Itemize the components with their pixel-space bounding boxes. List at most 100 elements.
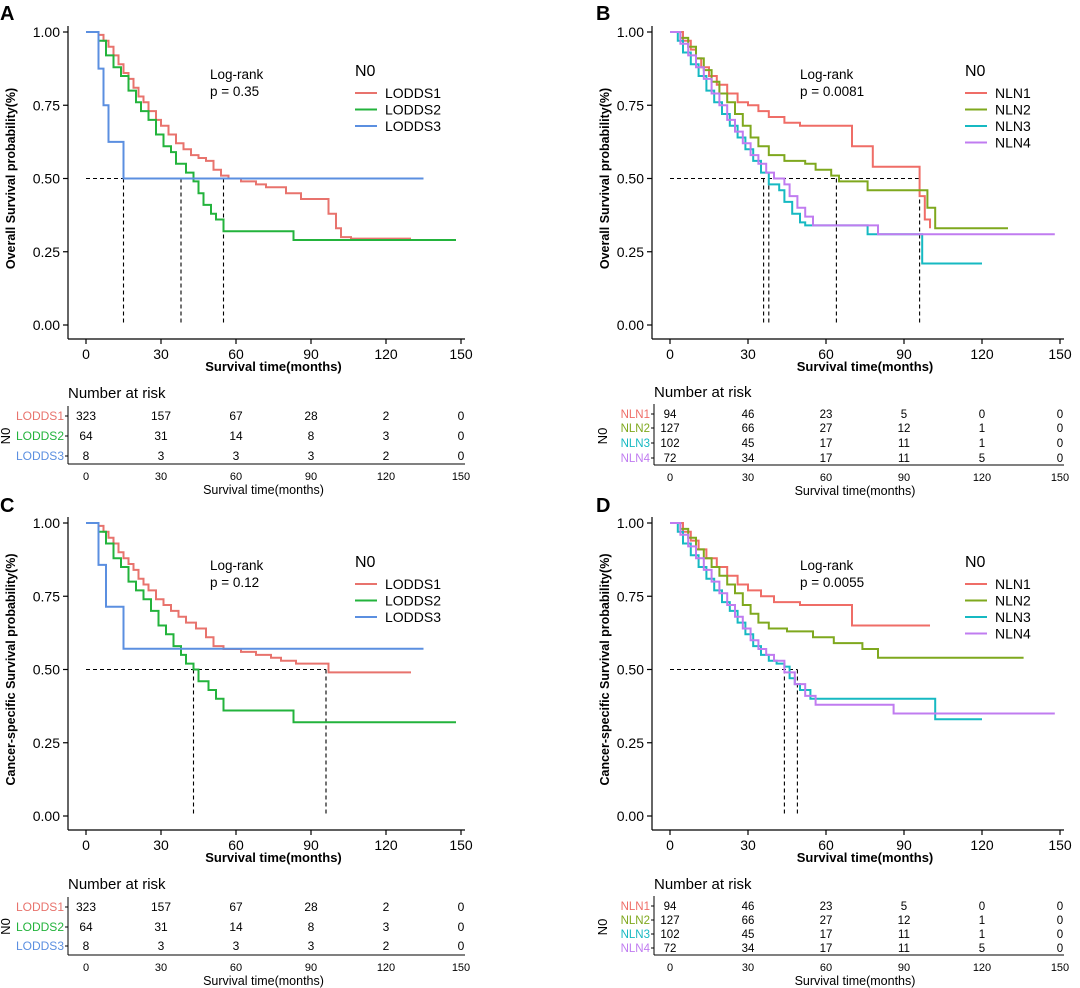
y-tick-label: 0.50 xyxy=(33,662,60,678)
risk-cell: 2 xyxy=(383,449,390,463)
risk-cell: 127 xyxy=(660,423,679,435)
risk-x-tick-label: 120 xyxy=(377,471,395,483)
y-tick-label: 1.00 xyxy=(617,515,644,531)
risk-cell: 46 xyxy=(742,409,755,421)
x-axis-label: Survival time(months) xyxy=(205,359,342,374)
risk-cell: 11 xyxy=(898,438,910,450)
x-axis-label: Survival time(months) xyxy=(205,850,342,865)
risk-x-tick-label: 90 xyxy=(305,471,317,483)
risk-cell: 17 xyxy=(820,438,833,450)
panel-label: C xyxy=(0,495,14,517)
risk-cell: 66 xyxy=(742,423,755,435)
risk-cell: 11 xyxy=(898,929,910,941)
x-tick-label: 120 xyxy=(970,837,994,853)
y-tick-label: 0.75 xyxy=(617,588,644,604)
risk-row-label-LODDS1: LODDS1 xyxy=(16,900,64,914)
risk-cell: 323 xyxy=(76,409,96,423)
risk-x-tick-label: 30 xyxy=(155,962,167,974)
legend-label-LODDS1: LODDS1 xyxy=(385,576,441,592)
risk-cell: 28 xyxy=(304,409,318,423)
risk-cell: 0 xyxy=(979,409,985,421)
risk-cell: 8 xyxy=(83,449,90,463)
risk-cell: 64 xyxy=(79,920,93,934)
legend-label-LODDS3: LODDS3 xyxy=(385,609,441,625)
risk-cell: 45 xyxy=(742,929,755,941)
y-axis-label: Overall Survival probability(%) xyxy=(4,88,18,269)
risk-strata-label: N0 xyxy=(595,919,610,936)
legend-label-NLN2: NLN2 xyxy=(995,593,1031,609)
legend-label-NLN4: NLN4 xyxy=(995,135,1031,151)
x-tick-label: 120 xyxy=(374,837,398,853)
risk-cell: 3 xyxy=(308,449,315,463)
y-tick-label: 0.00 xyxy=(617,317,644,333)
risk-cell: 0 xyxy=(458,920,465,934)
risk-row-label-LODDS3: LODDS3 xyxy=(16,449,64,463)
risk-cell: 3 xyxy=(158,939,165,953)
risk-cell: 2 xyxy=(383,939,390,953)
risk-cell: 0 xyxy=(1057,423,1063,435)
risk-cell: 72 xyxy=(664,453,677,465)
risk-cell: 23 xyxy=(820,409,833,421)
panel-B: B0.000.250.500.751.000 30 60 90 120 150Surviv… xyxy=(595,3,1072,498)
risk-cell: 0 xyxy=(458,939,465,953)
risk-cell: 2 xyxy=(383,409,390,423)
legend-title: N0 xyxy=(965,554,986,571)
risk-row-label-NLN3: NLN3 xyxy=(621,929,650,941)
risk-cell: 3 xyxy=(233,939,240,953)
risk-cell: 12 xyxy=(898,915,911,927)
logrank-label: Log-rank xyxy=(800,67,854,82)
risk-x-tick-label: 90 xyxy=(898,962,910,974)
risk-cell: 14 xyxy=(229,429,243,443)
logrank-label: Log-rank xyxy=(210,67,264,82)
risk-x-tick-label: 120 xyxy=(973,472,991,484)
risk-x-tick-label: 0 xyxy=(667,472,673,484)
risk-cell: 0 xyxy=(1057,438,1063,450)
risk-cell: 72 xyxy=(664,943,677,955)
risk-cell: 0 xyxy=(1057,943,1063,955)
risk-x-tick-label: 30 xyxy=(742,472,754,484)
y-tick-label: 0.00 xyxy=(33,317,60,333)
risk-row-label-NLN1: NLN1 xyxy=(621,901,650,913)
y-tick-label: 0.50 xyxy=(617,662,644,678)
risk-row-label-LODDS2: LODDS2 xyxy=(16,920,64,934)
risk-cell: 1 xyxy=(979,915,985,927)
risk-cell: 27 xyxy=(820,423,833,435)
risk-table-title: Number at risk xyxy=(654,876,752,893)
risk-x-tick-label: 0 xyxy=(83,962,89,974)
y-tick-label: 0.75 xyxy=(617,97,644,113)
risk-cell: 23 xyxy=(820,901,833,913)
x-tick-label: 120 xyxy=(374,346,398,362)
risk-strata-label: N0 xyxy=(0,428,13,445)
risk-cell: 94 xyxy=(664,901,677,913)
risk-cell: 3 xyxy=(383,429,390,443)
panel-label: A xyxy=(0,3,14,25)
risk-x-tick-label: 60 xyxy=(820,962,832,974)
risk-row-label-LODDS1: LODDS1 xyxy=(16,409,64,423)
risk-x-tick-label: 90 xyxy=(898,472,910,484)
risk-cell: 0 xyxy=(1057,409,1063,421)
risk-row-label-NLN3: NLN3 xyxy=(621,438,650,450)
risk-cell: 0 xyxy=(458,449,465,463)
risk-cell: 66 xyxy=(742,915,755,927)
x-tick-label: 60 xyxy=(228,837,244,853)
risk-cell: 5 xyxy=(901,901,907,913)
risk-x-axis-label: Survival time(months) xyxy=(203,974,324,988)
x-tick-label: 0 xyxy=(82,346,90,362)
survival-curve-NLN3 xyxy=(670,31,982,265)
x-tick-label: 60 xyxy=(228,346,244,362)
risk-x-tick-label: 150 xyxy=(452,471,470,483)
y-tick-label: 0.25 xyxy=(33,244,60,260)
risk-strata-label: N0 xyxy=(0,918,13,935)
risk-x-tick-label: 150 xyxy=(452,962,470,974)
risk-cell: 8 xyxy=(308,920,315,934)
panel-label: B xyxy=(596,3,610,25)
risk-x-axis-label: Survival time(months) xyxy=(203,483,324,497)
legend-label-NLN3: NLN3 xyxy=(995,609,1031,625)
y-tick-label: 0.00 xyxy=(33,808,60,824)
y-tick-label: 0.00 xyxy=(617,808,644,824)
x-tick-label: 30 xyxy=(153,837,169,853)
panel-A: A0.000.250.500.751.000 30 60 90 120 150Surviv… xyxy=(0,3,473,497)
risk-cell: 94 xyxy=(664,409,677,421)
x-tick-label: 150 xyxy=(1048,837,1072,853)
